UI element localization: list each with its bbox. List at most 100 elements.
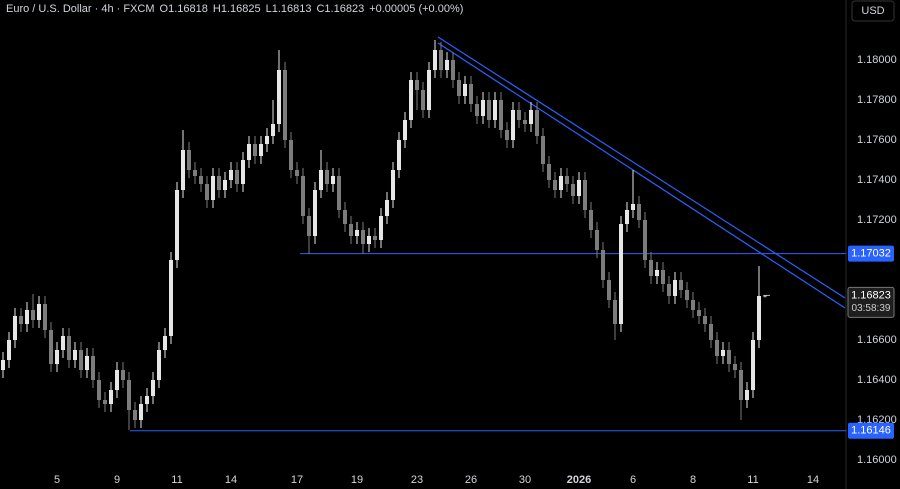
candle-body (97, 380, 101, 400)
candle-body (151, 380, 155, 396)
level-price-label: 1.17032 (851, 248, 891, 260)
x-tick-label: 14 (807, 474, 819, 486)
candle-body (187, 150, 191, 170)
candle-body (499, 100, 503, 130)
candle-body (709, 324, 713, 340)
low: L1.16813 (265, 3, 312, 15)
candle-body (253, 144, 257, 156)
x-tick-label: 2026 (567, 474, 591, 486)
candle-body (265, 136, 269, 144)
candle-body (529, 110, 533, 124)
candle-body (739, 370, 743, 400)
candle-body (655, 270, 659, 276)
candle-body (565, 176, 569, 184)
candle-body (181, 150, 185, 190)
currency-label[interactable]: USD (861, 5, 884, 17)
candle-body (667, 284, 671, 296)
candle-body (433, 50, 437, 70)
candle-body (115, 370, 119, 390)
candle-body (469, 84, 473, 104)
candle-body (121, 370, 125, 380)
candle-body (625, 210, 629, 224)
candle-body (325, 170, 329, 184)
candle-body (685, 290, 689, 300)
candle-body (289, 140, 293, 170)
candle-body (631, 204, 635, 210)
candle-body (139, 404, 143, 420)
candle-body (211, 176, 215, 200)
candle-body (127, 380, 131, 410)
candle-body (607, 280, 611, 300)
candle-body (661, 270, 665, 284)
candle-body (175, 190, 179, 260)
candle-body (421, 90, 425, 110)
candle-body (757, 296, 761, 340)
candle-body (205, 184, 209, 200)
x-tick-label: 11 (171, 474, 182, 486)
candle-body (109, 390, 113, 404)
y-tick-label: 1.17800 (857, 94, 897, 106)
candle-body (751, 340, 755, 390)
candle-body (553, 180, 557, 190)
header: Euro / U.S. Dollar · 4h · FXCM O1.16818 … (6, 3, 463, 15)
candle-body (193, 170, 197, 176)
change: +0.00005 (+0.00%) (369, 3, 464, 15)
currency-button[interactable] (851, 0, 895, 22)
candle-body (415, 80, 419, 90)
candle-body (391, 170, 395, 200)
candle-body (535, 110, 539, 136)
level-price-label: 1.16146 (851, 425, 891, 437)
candle-body (25, 310, 29, 324)
candle-body (541, 136, 545, 164)
y-tick-label: 1.17600 (857, 134, 897, 146)
x-tick-label: 11 (747, 474, 758, 486)
candle-body (145, 396, 149, 404)
trend-line (437, 36, 846, 299)
candle-body (307, 216, 311, 236)
candle-body (439, 50, 443, 70)
symbol: Euro / U.S. Dollar · 4h · FXCM (6, 3, 155, 15)
candle-body (523, 120, 527, 124)
candle-body (283, 70, 287, 140)
x-tick-label: 17 (291, 474, 303, 486)
countdown: 03:58:39 (852, 303, 891, 314)
candle-body (361, 230, 365, 244)
candle-body (67, 336, 71, 360)
candle-body (217, 176, 221, 190)
y-tick-label: 1.17400 (857, 174, 897, 186)
candle-body (397, 140, 401, 170)
x-tick-label: 14 (225, 474, 237, 486)
candle-body (727, 350, 731, 364)
candle-body (331, 176, 335, 184)
x-tick-label: 19 (351, 474, 363, 486)
candle-body (163, 336, 167, 350)
candle-body (427, 70, 431, 110)
x-tick-label: 8 (690, 474, 696, 486)
candle-body (79, 350, 83, 370)
candle-body (271, 124, 275, 136)
candle-body (337, 176, 341, 210)
x-tick-label: 23 (411, 474, 423, 486)
candle-body (157, 350, 161, 380)
candle-body (601, 250, 605, 280)
candle-body (679, 280, 683, 290)
candle-body (583, 180, 587, 210)
x-tick-label: 5 (54, 474, 60, 486)
open: O1.16818 (159, 3, 208, 15)
candle-body (1, 360, 5, 370)
candle-body (673, 280, 677, 296)
candle-body (55, 350, 59, 364)
candle-body (295, 170, 299, 176)
candle-body (61, 336, 65, 350)
candle-body (313, 190, 317, 236)
candle-body (49, 330, 53, 364)
y-tick-label: 1.18000 (857, 54, 897, 66)
candle-body (643, 220, 647, 260)
candle-body (703, 316, 707, 324)
candle-body (511, 110, 515, 140)
candle-body (277, 70, 281, 124)
last-price-label: 1.16823 (851, 289, 891, 301)
candle-body (619, 224, 623, 324)
candle-body (445, 60, 449, 70)
